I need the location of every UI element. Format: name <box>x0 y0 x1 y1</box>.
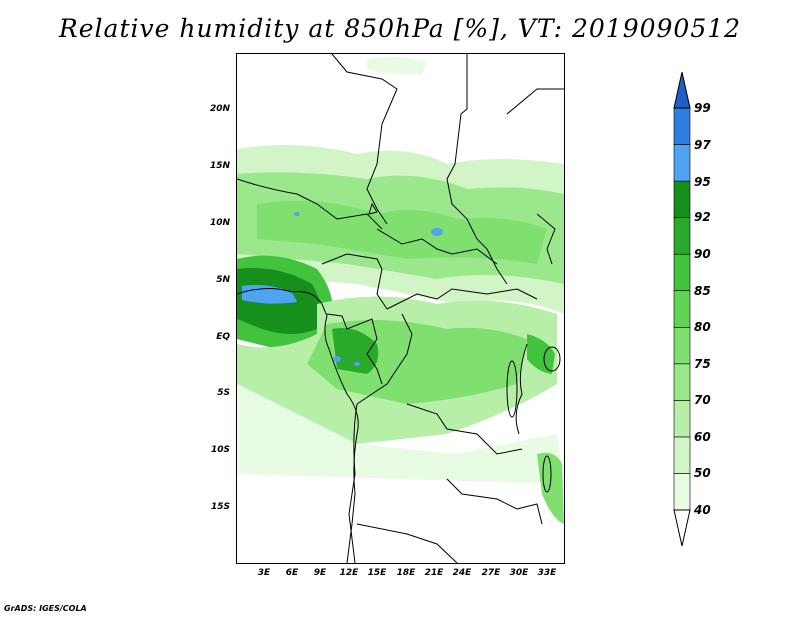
lon-label-24e: 24E <box>452 568 472 578</box>
colorbar-label-92: 92 <box>694 210 711 224</box>
lon-label-30e: 30E <box>509 568 529 578</box>
boundary-line <box>376 228 498 265</box>
lakes <box>368 202 561 493</box>
colorbar-bin <box>673 107 691 145</box>
colorbar-label-70: 70 <box>694 393 711 407</box>
lon-label-27e: 27E <box>481 568 501 578</box>
colorbar-bin <box>673 400 691 438</box>
lon-label-3e: 3E <box>257 568 271 578</box>
lat-label-10n: 10N <box>209 218 230 228</box>
boundary-line <box>386 288 538 310</box>
colorbar-top-arrow <box>673 71 691 109</box>
humidity-spot <box>294 212 300 216</box>
lon-label-9e: 9E <box>313 568 327 578</box>
colorbar-label-80: 80 <box>694 320 711 334</box>
colorbar-label-97: 97 <box>694 138 711 152</box>
footer-credit: GrADS: IGES/COLA <box>4 604 87 613</box>
lat-label-5n: 5N <box>216 275 230 285</box>
colorbar-bin <box>673 290 691 328</box>
colorbar-bin <box>673 473 691 511</box>
colorbar-bin <box>673 144 691 182</box>
boundary-line <box>321 253 388 310</box>
humidity-east-lakes <box>527 334 555 374</box>
coastline <box>237 288 359 563</box>
boundary-line <box>331 54 398 225</box>
humidity-spot <box>333 356 341 362</box>
colorbar-bin <box>673 436 691 474</box>
colorbar-label-90: 90 <box>694 247 711 261</box>
colorbar-label-75: 75 <box>694 357 711 371</box>
humidity-patch-north <box>367 57 427 75</box>
lake <box>506 360 518 418</box>
boundary-line <box>536 213 556 265</box>
colorbar-label-99: 99 <box>694 101 711 115</box>
humidity-south <box>237 384 564 484</box>
humidity-map <box>237 54 564 563</box>
lat-label-15s: 15S <box>210 502 230 512</box>
lake <box>543 346 561 372</box>
country-boundaries <box>237 54 564 563</box>
colorbar-label-50: 50 <box>694 466 711 480</box>
colorbar-bin <box>673 326 691 365</box>
boundary-line <box>356 523 458 563</box>
boundary-line <box>237 178 383 230</box>
lon-label-15e: 15E <box>367 568 387 578</box>
lon-label-33e: 33E <box>537 568 557 578</box>
colorbar-label-60: 60 <box>694 430 711 444</box>
boundary-line <box>446 54 508 285</box>
boundary-line <box>446 478 543 525</box>
boundary-line <box>406 403 523 455</box>
boundary-line <box>348 403 358 563</box>
humidity-southeast <box>537 452 564 524</box>
boundary-line <box>515 343 528 435</box>
humidity-shading <box>237 57 564 524</box>
boundary-line <box>356 313 413 405</box>
lon-label-6e: 6E <box>285 568 299 578</box>
colorbar-label-85: 85 <box>694 284 711 298</box>
colorbar-label-95: 95 <box>694 175 711 189</box>
humidity-spot <box>431 228 443 236</box>
lat-label-eq: EQ <box>216 332 230 342</box>
blue-spots <box>294 212 443 366</box>
lon-label-21e: 21E <box>424 568 444 578</box>
lat-label-5s: 5S <box>217 388 230 398</box>
lat-label-10s: 10S <box>210 445 230 455</box>
lake <box>368 202 378 215</box>
map-panel <box>236 53 565 564</box>
colorbar-bin <box>673 253 691 292</box>
boundary-line <box>506 88 564 115</box>
colorbar-bin <box>673 217 691 255</box>
colorbar-label-40: 40 <box>694 503 711 517</box>
humidity-band-sahel-core <box>257 200 547 264</box>
lat-label-20n: 20N <box>209 104 230 114</box>
lon-label-18e: 18E <box>396 568 416 578</box>
boundary-line <box>326 313 383 385</box>
map-title: Relative humidity at 850hPa [%], VT: 201… <box>58 14 742 43</box>
colorbar-bins <box>673 107 691 511</box>
humidity-congo-core <box>332 328 379 374</box>
colorbar-bottom-arrow <box>673 509 691 547</box>
colorbar-bin <box>673 180 691 218</box>
lon-label-12e: 12E <box>339 568 359 578</box>
colorbar-bin <box>673 363 691 401</box>
lake <box>542 455 552 493</box>
colorbar <box>673 71 691 547</box>
lat-label-15n: 15N <box>209 161 230 171</box>
humidity-spot <box>354 362 360 366</box>
